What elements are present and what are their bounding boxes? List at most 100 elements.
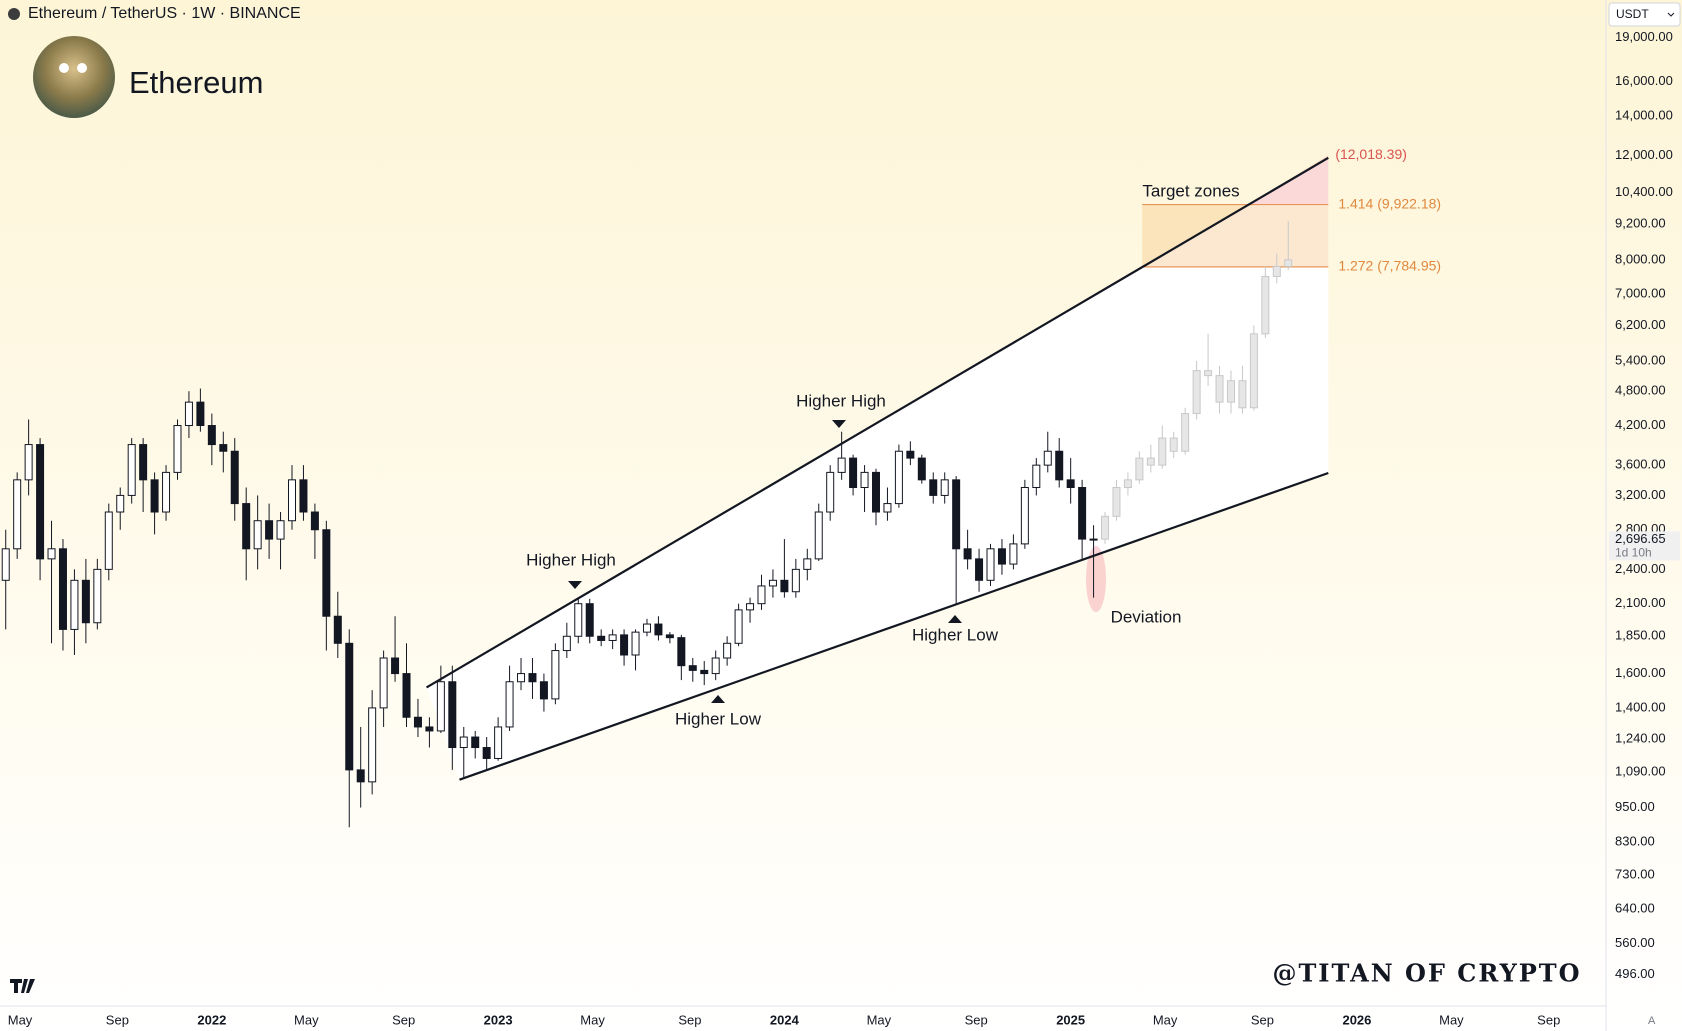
annotation: Deviation <box>1111 607 1182 626</box>
candle-body <box>116 494 125 513</box>
last-price: 2,696.65 <box>1615 531 1666 546</box>
candle-body <box>963 548 972 560</box>
candle-body <box>654 623 663 636</box>
candle-body <box>242 503 251 550</box>
candle-body <box>162 471 171 513</box>
candle-body <box>620 634 629 656</box>
candle-body <box>746 603 755 611</box>
annotation-arrow <box>568 581 582 589</box>
candle-body <box>585 603 594 637</box>
avatar-eye <box>77 63 87 73</box>
candle-body <box>1112 487 1121 517</box>
candle-body <box>1123 479 1132 489</box>
candle-body <box>299 479 308 513</box>
candle-body <box>665 634 674 639</box>
candle-body <box>539 681 548 700</box>
y-tick-label: 19,000.00 <box>1615 29 1673 44</box>
candle-body <box>459 736 468 749</box>
y-tick-label: 10,400.00 <box>1615 184 1673 199</box>
candle-body <box>1146 457 1155 466</box>
candle-body <box>230 450 239 505</box>
channel-fill <box>426 157 1329 780</box>
annotation-arrow <box>832 420 846 428</box>
last-price-box <box>1609 531 1680 561</box>
annotation: Higher High <box>526 550 616 569</box>
symbol-title: Ethereum / TetherUS · 1W · BINANCE <box>28 5 301 22</box>
y-tick-label: 4,800.00 <box>1615 383 1666 398</box>
candle-body <box>997 548 1006 565</box>
x-tick-label: 2022 <box>197 1012 226 1027</box>
candle-body <box>837 457 846 473</box>
candle-body <box>711 657 720 675</box>
candle-body <box>288 479 296 522</box>
fib-label: 1.272 (7,784.95) <box>1338 258 1441 274</box>
candle-body <box>1055 450 1064 481</box>
candle-body <box>1101 515 1110 540</box>
y-tick-label: 730.00 <box>1615 867 1655 882</box>
candle-body <box>1249 333 1258 409</box>
candle-body <box>574 603 583 637</box>
annotation-arrow <box>711 695 725 703</box>
avatar-eye <box>59 63 69 73</box>
auto-button[interactable]: A <box>1648 1015 1656 1027</box>
candle-body <box>700 669 709 675</box>
y-tick-label: 6,200.00 <box>1615 317 1666 332</box>
currency-label: USDT <box>1616 7 1649 21</box>
candle-body <box>494 726 503 759</box>
candle-body <box>849 457 858 489</box>
candle-body <box>402 673 411 718</box>
candle-body <box>81 579 90 624</box>
candle-body <box>36 444 45 560</box>
y-tick-label: 2,100.00 <box>1615 595 1666 610</box>
currency-button[interactable] <box>1608 2 1681 27</box>
candle-body <box>70 579 79 630</box>
watermark: @TITAN OF CRYPTO <box>1272 959 1581 988</box>
candle-body <box>13 479 22 550</box>
y-tick-label: 2,400.00 <box>1615 561 1666 576</box>
candle-body <box>219 444 228 452</box>
candle-body <box>356 769 365 783</box>
candle-body <box>391 657 400 675</box>
candle-body <box>723 642 732 659</box>
candle-body <box>1261 275 1270 335</box>
candle-body <box>505 681 514 728</box>
x-tick-label: Sep <box>678 1012 701 1027</box>
target-zone <box>1142 204 1329 267</box>
candle-body <box>1089 538 1098 541</box>
candle-body <box>757 585 766 605</box>
target-zone-label: Target zones <box>1142 181 1239 200</box>
candle-body <box>47 548 56 560</box>
candle-body <box>196 401 205 427</box>
candle-body <box>1284 259 1293 267</box>
candle-body <box>894 450 903 505</box>
candle-body <box>1078 487 1087 540</box>
x-tick-label: 2024 <box>770 1012 800 1027</box>
y-tick-label: 1,600.00 <box>1615 665 1666 680</box>
candle-body <box>471 736 480 749</box>
x-tick-label: 2025 <box>1056 1012 1085 1027</box>
y-tick-label: 12,000.00 <box>1615 147 1673 162</box>
plot <box>1 155 1329 828</box>
candle-body <box>1169 437 1178 452</box>
y-tick-label: 16,000.00 <box>1615 73 1673 88</box>
symbol-icon <box>8 8 20 20</box>
y-tick-label: 496.00 <box>1615 966 1655 981</box>
candle-body <box>562 635 571 652</box>
candle-body <box>184 401 193 427</box>
candle-body <box>139 444 148 481</box>
x-tick-label: Sep <box>106 1012 129 1027</box>
annotation: Higher High <box>796 391 886 410</box>
candle-body <box>826 471 835 513</box>
candle-body <box>608 634 617 641</box>
y-tick-label: 4,200.00 <box>1615 417 1666 432</box>
trendline <box>425 156 1329 689</box>
x-tick-label: Sep <box>392 1012 415 1027</box>
candle-body <box>952 479 961 550</box>
candle-body <box>265 520 274 540</box>
candle-body <box>448 681 457 749</box>
candle-body <box>551 650 560 700</box>
target-top-label: (12,018.39) <box>1335 146 1407 162</box>
y-tick-label: 3,200.00 <box>1615 487 1666 502</box>
candle-body <box>1 548 10 581</box>
